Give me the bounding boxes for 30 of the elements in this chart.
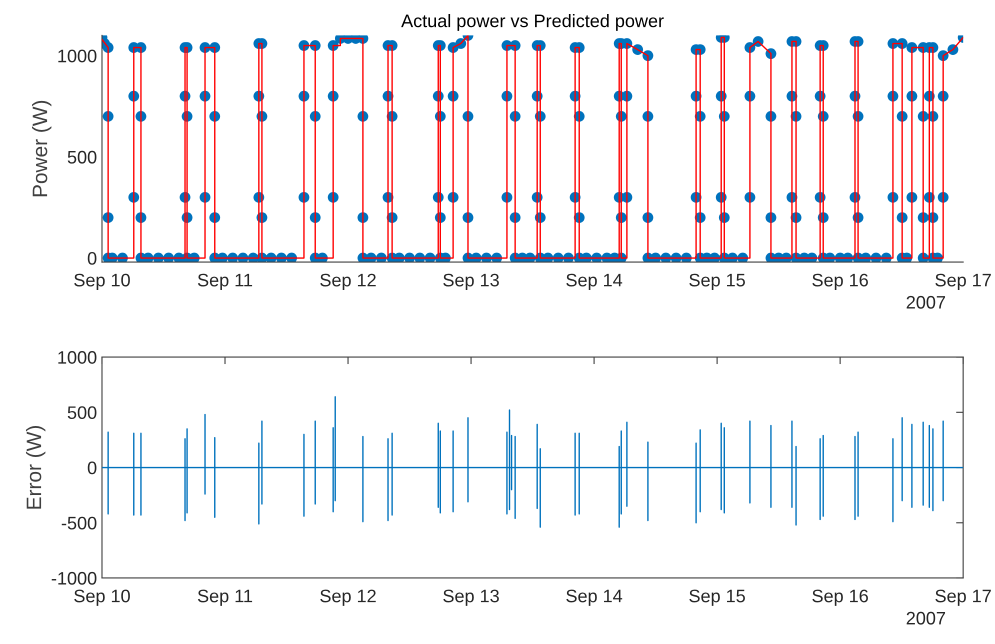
y-axis-title: Error (W) <box>26 426 46 509</box>
y-tick-label: 0 <box>88 461 96 474</box>
x-tick-label: Sep 14 <box>566 590 622 606</box>
text: 2007 <box>906 612 946 625</box>
x-tick-label: Sep 16 <box>812 590 868 606</box>
x-tick-label: Sep 14 <box>566 274 622 290</box>
y-tick-label: 1000 <box>58 351 96 364</box>
x-tick-label: Sep 12 <box>320 590 376 606</box>
x-tick-label: Sep 10 <box>74 274 130 290</box>
y-axis-title: Power (W) <box>32 100 52 196</box>
x-tick-label: Sep 12 <box>320 274 376 290</box>
x-tick-label: Sep 13 <box>443 590 499 606</box>
x-tick-label: Sep 15 <box>689 274 745 290</box>
x-tick-label: Sep 10 <box>74 590 130 606</box>
x-tick-label: Sep 17 <box>935 274 991 290</box>
x-tick-label: Sep 13 <box>443 274 499 290</box>
x-tick-label: Sep 17 <box>935 590 991 606</box>
y-tick-label: 500 <box>68 406 96 420</box>
x-tick-label: Sep 16 <box>812 274 868 290</box>
line-series <box>102 396 964 528</box>
chart-title: Actual power vs Predicted power <box>401 14 664 31</box>
y-tick-label: 500 <box>68 150 96 164</box>
x-tick-label: Sep 11 <box>198 590 252 606</box>
x-tick-label: Sep 11 <box>198 274 252 290</box>
y-tick-label: -500 <box>62 516 96 530</box>
y-tick-label: -1000 <box>52 572 96 585</box>
text: 2007 <box>906 296 946 309</box>
y-tick-label: 1000 <box>58 50 96 62</box>
x-tick-label: Sep 15 <box>689 590 745 606</box>
y-tick-label: 0 <box>88 252 96 265</box>
